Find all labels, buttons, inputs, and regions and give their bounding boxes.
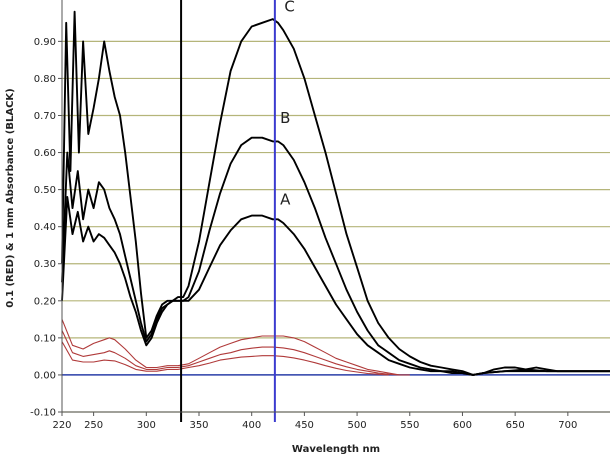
vertical-markers	[180, 0, 276, 422]
curve-label-c: C	[284, 0, 294, 16]
y-tick-label: 0.50	[34, 185, 56, 196]
y-tick-label: 0.20	[34, 296, 56, 307]
y-axis-title: 0.1 (RED) & 1 mm Absorbance (BLACK)	[5, 88, 16, 307]
x-tick-label: 600	[453, 420, 472, 431]
x-tick-label: 650	[506, 420, 525, 431]
x-tick-label: 450	[295, 420, 314, 431]
series-line-6	[61, 341, 389, 376]
grid-lines	[62, 40, 610, 413]
x-tick-label: 220	[52, 420, 71, 431]
x-tick-label: 700	[558, 420, 577, 431]
curve-annotations: A B C	[280, 0, 295, 208]
y-tick-label: 0.10	[34, 333, 56, 344]
y-tick-label: 0.60	[34, 148, 56, 159]
series-line-1	[61, 10, 610, 376]
series-line-5	[61, 330, 400, 376]
data-series	[61, 10, 610, 376]
y-tick-label: 0.80	[34, 74, 56, 85]
curve-label-a: A	[280, 190, 291, 208]
y-tick-label: -0.10	[30, 408, 56, 419]
series-line-3	[61, 196, 610, 376]
y-tick-label: 0.40	[34, 222, 56, 233]
y-tick-label: 0.90	[34, 37, 56, 48]
axes: -0.10 0.00 0.10 0.20 0.30 0.40 0.50 0.60 0.70 0.8…	[30, 0, 610, 431]
x-tick-label: 300	[137, 420, 156, 431]
x-tick-label: 250	[84, 420, 103, 431]
x-axis-title: Wavelength nm	[292, 444, 380, 454]
x-tick-label: 500	[348, 420, 367, 431]
y-tick-label: 0.70	[34, 111, 56, 122]
series-line-4	[61, 319, 410, 376]
x-tick-label: 350	[189, 420, 208, 431]
y-tick-label: 0.30	[34, 259, 56, 270]
curve-label-b: B	[280, 109, 290, 127]
x-tick-label: 550	[400, 420, 419, 431]
x-tick-label: 400	[242, 420, 261, 431]
y-tick-label: 0.00	[34, 370, 56, 381]
